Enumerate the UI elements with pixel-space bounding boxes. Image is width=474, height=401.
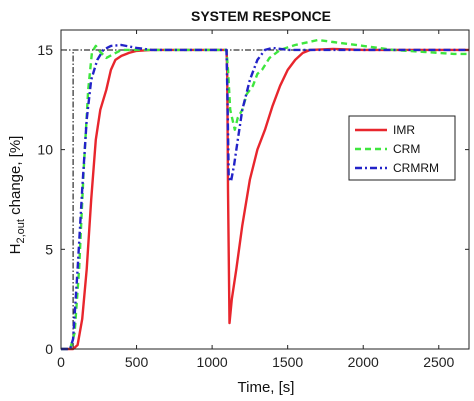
x-tick-label: 2000 xyxy=(348,354,379,370)
y-axis-label: H2,out change, [%] xyxy=(7,136,27,255)
plot-background xyxy=(61,30,469,349)
series-lines xyxy=(61,38,469,351)
tick-labels: 0 500 1000 1500 2000 2500 0 5 10 15 xyxy=(37,30,469,370)
axes-frame xyxy=(60,29,470,350)
y-tick-label: 5 xyxy=(45,241,53,257)
y-axis-label-subscript: 2,out xyxy=(15,219,27,243)
x-tick-label: 1500 xyxy=(272,354,303,370)
y-axis-label-rest: change, [%] xyxy=(7,136,24,219)
series-line-crmrm xyxy=(61,43,469,351)
axes xyxy=(60,29,470,350)
x-axis-label: Time, [s] xyxy=(238,379,295,396)
y-axis-label-main: H xyxy=(7,244,24,255)
y-tick-label: 0 xyxy=(45,341,53,357)
y-tick-label: 15 xyxy=(37,42,53,58)
y-tick-label: 10 xyxy=(37,142,53,158)
plot-area xyxy=(61,30,469,349)
x-tick-label: 500 xyxy=(125,354,149,370)
legend-label-crm: CRM xyxy=(393,142,420,156)
legend-label-imr: IMR xyxy=(393,123,415,137)
x-tick-label: 2500 xyxy=(423,354,454,370)
legend: IMR CRM CRMRM xyxy=(348,115,456,181)
x-tick-label: 1000 xyxy=(197,354,228,370)
series-line-crm xyxy=(61,38,469,351)
chart-title: SYSTEM RESPONCE xyxy=(191,8,331,24)
legend-label-crmrm: CRMRM xyxy=(393,161,439,175)
x-tick-label: 0 xyxy=(57,354,65,370)
